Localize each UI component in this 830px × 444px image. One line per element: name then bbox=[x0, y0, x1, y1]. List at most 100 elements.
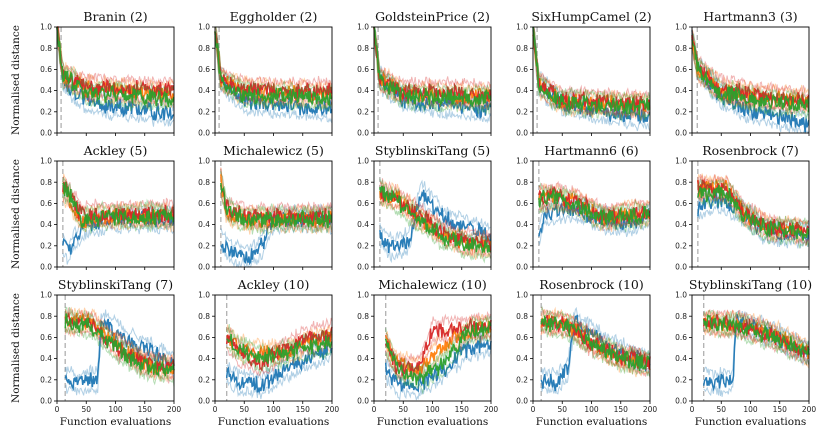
y-tick-label: 0.6 bbox=[516, 333, 528, 342]
panel-title: Branin (2) bbox=[83, 9, 147, 24]
series-line bbox=[220, 183, 333, 229]
y-tick-label: 0.6 bbox=[40, 333, 52, 342]
y-tick-label: 0.4 bbox=[198, 354, 210, 363]
y-tick-label: 1.0 bbox=[40, 23, 52, 32]
panel-title: StyblinskiTang (7) bbox=[58, 277, 173, 292]
y-tick-label: 0.4 bbox=[357, 220, 369, 229]
y-tick-label: 0.4 bbox=[357, 354, 369, 363]
series-band bbox=[57, 26, 175, 88]
series-line bbox=[379, 188, 492, 253]
x-tick-label: 50 bbox=[81, 405, 91, 414]
series-band bbox=[691, 33, 810, 103]
y-tick-label: 0.2 bbox=[40, 375, 52, 384]
y-tick-label: 0.2 bbox=[516, 241, 528, 250]
y-tick-label: 0.0 bbox=[40, 397, 52, 406]
y-tick-label: 1.0 bbox=[516, 157, 528, 166]
series-band bbox=[379, 179, 491, 243]
series-band bbox=[691, 29, 810, 96]
x-tick-label: 50 bbox=[239, 405, 249, 414]
y-tick-label: 0.4 bbox=[516, 86, 528, 95]
series-band bbox=[379, 199, 491, 264]
series-band bbox=[214, 26, 333, 88]
series-line bbox=[691, 39, 810, 113]
series-band bbox=[379, 196, 491, 261]
y-tick-label: 0.8 bbox=[675, 178, 687, 187]
x-axis-label: Function evaluations bbox=[695, 416, 807, 428]
panel: Eggholder (2) 0.0 0.2 0.4 0.6 0.8 1.0 bbox=[198, 9, 333, 138]
x-tick-label: 50 bbox=[557, 405, 567, 414]
series-band bbox=[64, 326, 175, 387]
panel: Hartmann3 (3) 0.0 0.2 0.4 0.6 0.8 1.0 bbox=[675, 9, 810, 138]
y-tick-label: 0.0 bbox=[198, 263, 210, 272]
y-tick-label: 0.0 bbox=[357, 263, 369, 272]
series-band bbox=[703, 308, 810, 346]
y-tick-label: 0.2 bbox=[198, 375, 210, 384]
y-tick-label: 0.6 bbox=[675, 333, 687, 342]
series-band bbox=[373, 42, 492, 116]
x-axis-label: Function evaluations bbox=[60, 416, 172, 428]
x-tick-label: 150 bbox=[773, 405, 788, 414]
y-tick-label: 0.4 bbox=[198, 220, 210, 229]
y-tick-label: 0.4 bbox=[40, 86, 52, 95]
series-line bbox=[225, 340, 333, 394]
series-line bbox=[540, 314, 651, 371]
y-tick-label: 0.6 bbox=[357, 333, 369, 342]
y-tick-label: 0.8 bbox=[40, 178, 52, 187]
panel-title: StyblinskiTang (10) bbox=[689, 277, 812, 292]
panel-title: Ackley (5) bbox=[83, 143, 148, 158]
y-axis-label: Normalised distance bbox=[10, 25, 22, 135]
panel: Hartmann6 (6) 0.0 0.2 0.4 0.6 0.8 1.0 bbox=[516, 143, 651, 272]
y-tick-label: 1.0 bbox=[357, 157, 369, 166]
y-axis-label: Normalised distance bbox=[10, 293, 22, 403]
y-tick-label: 0.0 bbox=[40, 263, 52, 272]
series-band bbox=[64, 307, 175, 365]
series-band bbox=[373, 33, 492, 111]
x-tick-label: 0 bbox=[690, 405, 695, 414]
panel: StyblinskiTang (10) 0.0 0.2 0.4 0.6 0.8 1.0 0 50… bbox=[675, 277, 816, 428]
series-band bbox=[220, 170, 332, 217]
y-tick-label: 0.0 bbox=[675, 397, 687, 406]
series-band bbox=[385, 331, 492, 383]
y-tick-label: 0.0 bbox=[198, 397, 210, 406]
y-tick-label: 0.0 bbox=[198, 129, 210, 138]
series-line bbox=[373, 26, 492, 107]
x-tick-label: 50 bbox=[716, 405, 726, 414]
series-line bbox=[226, 333, 333, 364]
y-tick-label: 0.4 bbox=[198, 86, 210, 95]
x-tick-label: 0 bbox=[55, 405, 60, 414]
series-band bbox=[62, 176, 174, 211]
series-band bbox=[220, 167, 332, 215]
y-tick-label: 0.6 bbox=[516, 199, 528, 208]
x-tick-label: 100 bbox=[266, 405, 281, 414]
series-band bbox=[373, 26, 491, 95]
series-line bbox=[384, 335, 492, 393]
y-tick-label: 0.2 bbox=[40, 107, 52, 116]
panel: Michalewicz (5) 0.0 0.2 0.4 0.6 0.8 1.0 bbox=[198, 143, 333, 272]
y-tick-label: 1.0 bbox=[516, 23, 528, 32]
x-tick-label: 200 bbox=[484, 405, 499, 414]
y-tick-label: 0.0 bbox=[40, 129, 52, 138]
panel: GoldsteinPrice (2) 0.0 0.2 0.4 0.6 0.8 1.0 bbox=[357, 9, 492, 138]
y-tick-label: 0.8 bbox=[516, 178, 528, 187]
x-tick-label: 0 bbox=[531, 405, 536, 414]
x-tick-label: 50 bbox=[398, 405, 408, 414]
y-tick-label: 0.4 bbox=[40, 220, 52, 229]
series-band bbox=[538, 182, 650, 217]
series-band bbox=[540, 305, 651, 359]
x-tick-label: 150 bbox=[138, 405, 153, 414]
series-line bbox=[532, 26, 651, 115]
series-band bbox=[540, 306, 651, 359]
series-line bbox=[379, 189, 492, 254]
series-line bbox=[538, 188, 651, 227]
series-line bbox=[540, 314, 651, 392]
y-tick-label: 0.4 bbox=[675, 354, 687, 363]
panel-title: Hartmann3 (3) bbox=[703, 9, 797, 24]
y-tick-label: 1.0 bbox=[675, 157, 687, 166]
panel: Rosenbrock (7) 0.0 0.2 0.4 0.6 0.8 1.0 bbox=[675, 143, 810, 272]
series-band bbox=[691, 50, 810, 135]
panel: Michalewicz (10) 0.0 0.2 0.4 0.6 0.8 1.0 0 50 100… bbox=[357, 277, 498, 428]
series-band bbox=[220, 203, 332, 252]
y-tick-label: 0.6 bbox=[516, 65, 528, 74]
x-axis-label: Function evaluations bbox=[218, 416, 330, 428]
series-band bbox=[703, 326, 810, 366]
